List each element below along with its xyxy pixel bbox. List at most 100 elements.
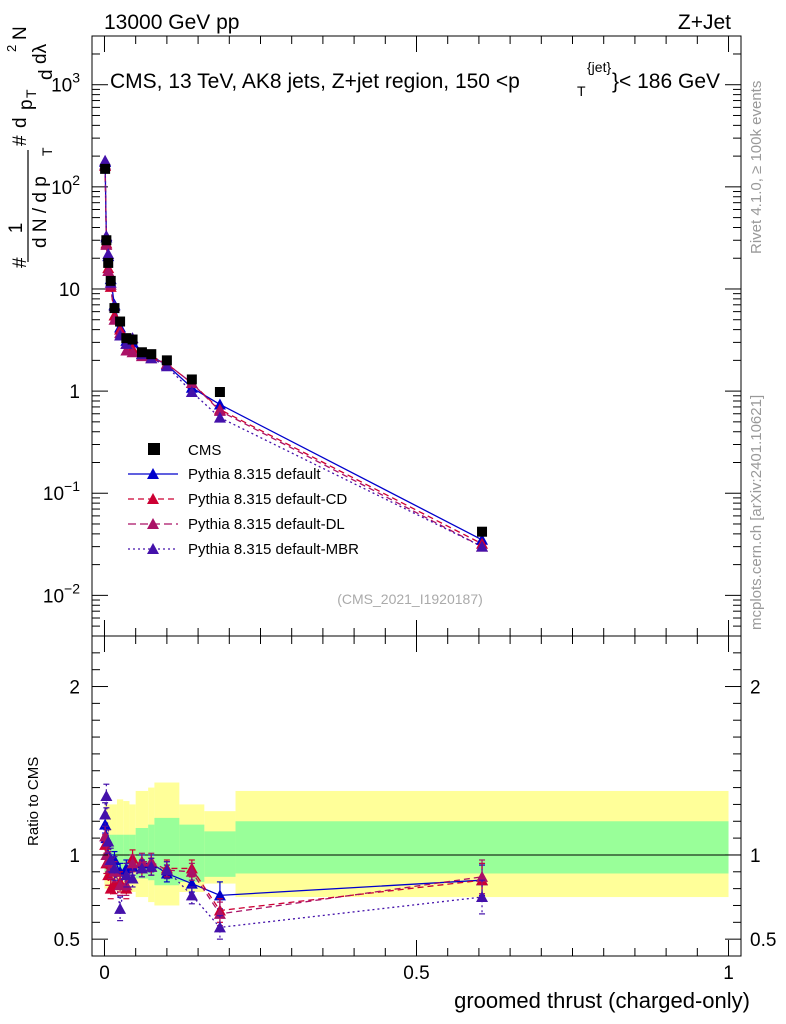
ratio-y-tick-label: 2 [69, 678, 80, 699]
main-cms-point [214, 387, 225, 398]
main-cms-point [161, 355, 172, 366]
ylabel-one: 1 [6, 223, 27, 234]
ylabel-d2: d [36, 69, 57, 80]
ratio-marker-mbr [102, 835, 115, 847]
ratio-line-dl [104, 836, 483, 915]
main-marker-mbr [99, 154, 112, 166]
ratio-marker-mbr [145, 860, 158, 872]
main-cms-point [105, 275, 116, 286]
main-y-tick-label: 1 [69, 382, 80, 403]
ratio-marker-default [213, 889, 226, 901]
ratio-series [99, 783, 489, 940]
plot-title-sub: T [577, 83, 586, 99]
plot-title: CMS, 13 TeV, AK8 jets, Z+jet region, 150… [110, 59, 720, 99]
legend-dl-marker [147, 518, 159, 529]
main-cms-point [136, 347, 147, 358]
header-process-label: Z+Jet [678, 11, 731, 34]
ratio-marker-mbr [476, 891, 489, 903]
main-cms-point [477, 526, 488, 537]
main-series [99, 154, 489, 552]
main-y-axis-label: # 1 d N / d p T # d p T d N 2 dλ [4, 26, 57, 268]
mcplots-label: mcplots.cern.ch [arXiv:2401.10621] [748, 395, 765, 630]
main-cms-point [186, 374, 197, 385]
main-cms-point [115, 316, 126, 327]
main-marker-dl [126, 346, 139, 358]
ylabel-p: p [16, 99, 37, 110]
ratio-marker-mbr [104, 854, 117, 865]
ratio-band-inner [204, 831, 236, 877]
x-axis-label: groomed thrust (charged-only) [454, 988, 750, 1013]
ylabel-sub-t-1: T [39, 147, 55, 156]
plot-title-sup: {jet} [587, 59, 611, 75]
ylabel-d: d [10, 117, 31, 128]
main-y-tick-label: 102 [51, 172, 80, 199]
main-marker-mbr [102, 248, 115, 260]
main-cms-point [121, 333, 132, 344]
ratio-y-tick-label-right: 2 [750, 678, 761, 699]
main-ticks [92, 35, 741, 637]
main-marker-mbr [185, 386, 198, 398]
ratio-y-tick-label-right: 1 [750, 846, 761, 867]
analysis-watermark: (CMS_2021_I1920187) [337, 591, 483, 607]
main-cms-point [146, 349, 157, 360]
ratio-marker-mbr [213, 921, 226, 933]
header-energy-label: 13000 GeV pp [104, 11, 239, 34]
main-line-dl [104, 164, 483, 548]
main-y-tick-label: 10 [59, 280, 80, 301]
ratio-marker-mbr [126, 872, 139, 884]
main-line-default [104, 162, 483, 541]
main-marker-dl [102, 264, 115, 276]
ratio-ticks: 0.5 0.5 1 1 2 2 0 0.5 1 [54, 635, 776, 984]
x-tick-label: 0.5 [403, 963, 429, 984]
ratio-marker-mbr [160, 864, 173, 876]
ratio-y-axis-label: Ratio to CMS [25, 757, 42, 846]
main-cms-point [109, 303, 120, 314]
main-cms-point [101, 235, 112, 246]
main-line-cd [104, 165, 483, 545]
legend-dl-label: Pythia 8.315 default-DL [188, 516, 345, 533]
plot-title-suffix: }< 186 GeV [612, 70, 720, 93]
legend-cd-marker [147, 493, 159, 504]
ratio-y-tick-label-right: 0.5 [750, 930, 776, 951]
main-panel: 10−2 10−1 1 10 102 103 (CMS_2021_I1920187) CM… [43, 35, 742, 637]
ratio-y-tick-label: 0.5 [54, 930, 80, 951]
legend-cms-marker [148, 443, 160, 455]
main-marker-mbr [476, 540, 489, 552]
ratio-band-inner [148, 824, 155, 881]
legend-default-marker [147, 468, 159, 479]
ratio-marker-mbr [185, 889, 198, 901]
main-marker-mbr [160, 360, 173, 372]
ratio-marker-mbr [135, 862, 148, 874]
ylabel-dlambda: dλ [30, 43, 51, 64]
main-marker-mbr [213, 411, 226, 423]
ratio-marker-mbr [100, 790, 113, 801]
legend-mbr-label: Pythia 8.315 default-MBR [188, 541, 359, 558]
ratio-marker-cd [102, 869, 115, 881]
ratio-marker-mbr [99, 808, 112, 820]
legend-mbr-marker [147, 543, 159, 554]
ylabel-N: N [10, 26, 31, 40]
ylabel-sub-t-2: T [23, 89, 39, 98]
ylabel-hash-1: # [10, 257, 31, 268]
ratio-marker-mbr [108, 862, 121, 874]
ratio-band-inner [123, 834, 130, 872]
ratio-marker-dl [476, 870, 489, 882]
main-y-tick-label: 103 [51, 70, 80, 97]
main-cms-point [103, 257, 114, 268]
main-marker-dl [213, 404, 226, 416]
ylabel-dn-dp: d N / d p [30, 176, 51, 248]
main-y-tick-labels: 10−2 10−1 1 10 102 103 [43, 70, 80, 608]
main-cms-point [100, 163, 111, 174]
ylabel-sup-2: 2 [4, 45, 19, 52]
ratio-marker-default [185, 877, 198, 889]
x-tick-label: 0 [99, 963, 110, 984]
main-y-tick-label: 10−2 [43, 580, 80, 607]
legend-cms-label: CMS [188, 442, 221, 459]
main-cms-point [127, 334, 138, 345]
rivet-version-label: Rivet 4.1.0, ≥ 100k events [748, 81, 765, 254]
ylabel-hash-2: # [10, 135, 31, 146]
ratio-y-tick-label: 1 [69, 846, 80, 867]
ratio-marker-dl [126, 857, 139, 869]
ratio-marker-mbr [114, 902, 127, 914]
